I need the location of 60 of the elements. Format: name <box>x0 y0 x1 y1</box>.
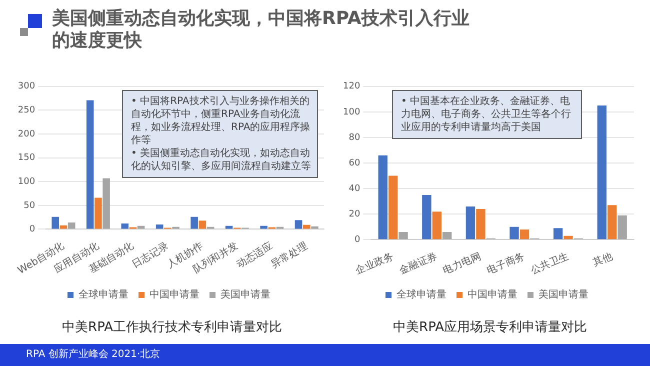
x-tick-label: 其他 <box>591 250 614 270</box>
bar <box>190 216 198 229</box>
y-tick-label: 200 <box>18 129 36 140</box>
y-tick-label: 20 <box>348 209 360 220</box>
bar <box>68 222 76 229</box>
text: 中美RPA工作执行技术专利申请量对比 <box>61 319 283 336</box>
legend-label: 全球申请量 <box>78 288 128 301</box>
bar <box>608 205 617 240</box>
bar <box>121 224 128 229</box>
bar <box>597 106 606 240</box>
bar <box>102 178 110 229</box>
bar <box>510 226 519 240</box>
bar <box>86 100 94 229</box>
text: RPA 创新产业峰会 2021·北京 <box>0 344 650 366</box>
y-tick-label: 150 <box>18 153 36 164</box>
y-tick-label: 60 <box>348 158 360 168</box>
bar <box>260 226 268 229</box>
bar <box>564 236 573 240</box>
y-tick-label: 0 <box>354 235 360 246</box>
legend-label: 美国申请量 <box>538 288 588 301</box>
annotation: • 美国侧重动态自动化实现，如动态自动化的认知引擎、多应用间流程自动建立等 <box>131 147 311 173</box>
bar <box>388 176 398 240</box>
bar <box>156 224 164 229</box>
bar <box>378 155 388 240</box>
legend-label: 全球申请量 <box>396 288 446 301</box>
bar <box>442 232 452 240</box>
y-tick-label: 120 <box>342 82 360 92</box>
y-tick-label: 50 <box>24 200 36 211</box>
y-tick-label: 0 <box>29 224 36 235</box>
annotation: • 中国将RPA技术引入与业务操作相关的自动化环节中，侧重RPA业务自动化流程，如业务流程处理、RPA的应用程序操作等 <box>131 95 311 147</box>
x-tick-label: 金融证券 <box>397 250 440 277</box>
bar <box>52 216 60 229</box>
y-tick-label: 100 <box>342 107 360 118</box>
x-tick-label: 电子商务 <box>485 250 527 277</box>
legend-label: 中国申请量 <box>150 288 200 301</box>
bar <box>302 224 310 229</box>
annotation: • 中国基本在企业政务、金融证券、电力电网、电子商务、公共卫生等各个行业应用的专利申请量均高于美国 <box>401 95 572 134</box>
text: 中美RPA应用场景专利申请量对比 <box>392 319 588 336</box>
text: 美国侧重动态自动化实现，中国将RPA技术引入行业的速度更快 <box>52 8 470 52</box>
y-tick-label: 300 <box>18 82 36 92</box>
bar <box>198 220 206 229</box>
x-tick-label: 电力电网 <box>441 250 483 277</box>
y-tick-label: 40 <box>348 184 360 194</box>
x-tick-label: 企业政务 <box>354 250 396 277</box>
y-tick-label: 100 <box>18 176 36 187</box>
bar <box>398 232 408 240</box>
bar <box>422 194 432 240</box>
bar <box>618 215 627 240</box>
y-tick-label: 250 <box>18 106 36 116</box>
bar <box>94 198 102 229</box>
legend-label: 中国申请量 <box>468 288 518 301</box>
x-tick-label: 公共卫生 <box>528 250 570 277</box>
bar <box>432 212 442 240</box>
bar <box>294 220 302 229</box>
y-tick-label: 80 <box>348 132 360 143</box>
bar <box>520 229 530 240</box>
bar <box>553 228 563 240</box>
bar <box>476 209 486 240</box>
bar <box>466 206 476 240</box>
legend-label: 美国申请量 <box>220 288 270 301</box>
